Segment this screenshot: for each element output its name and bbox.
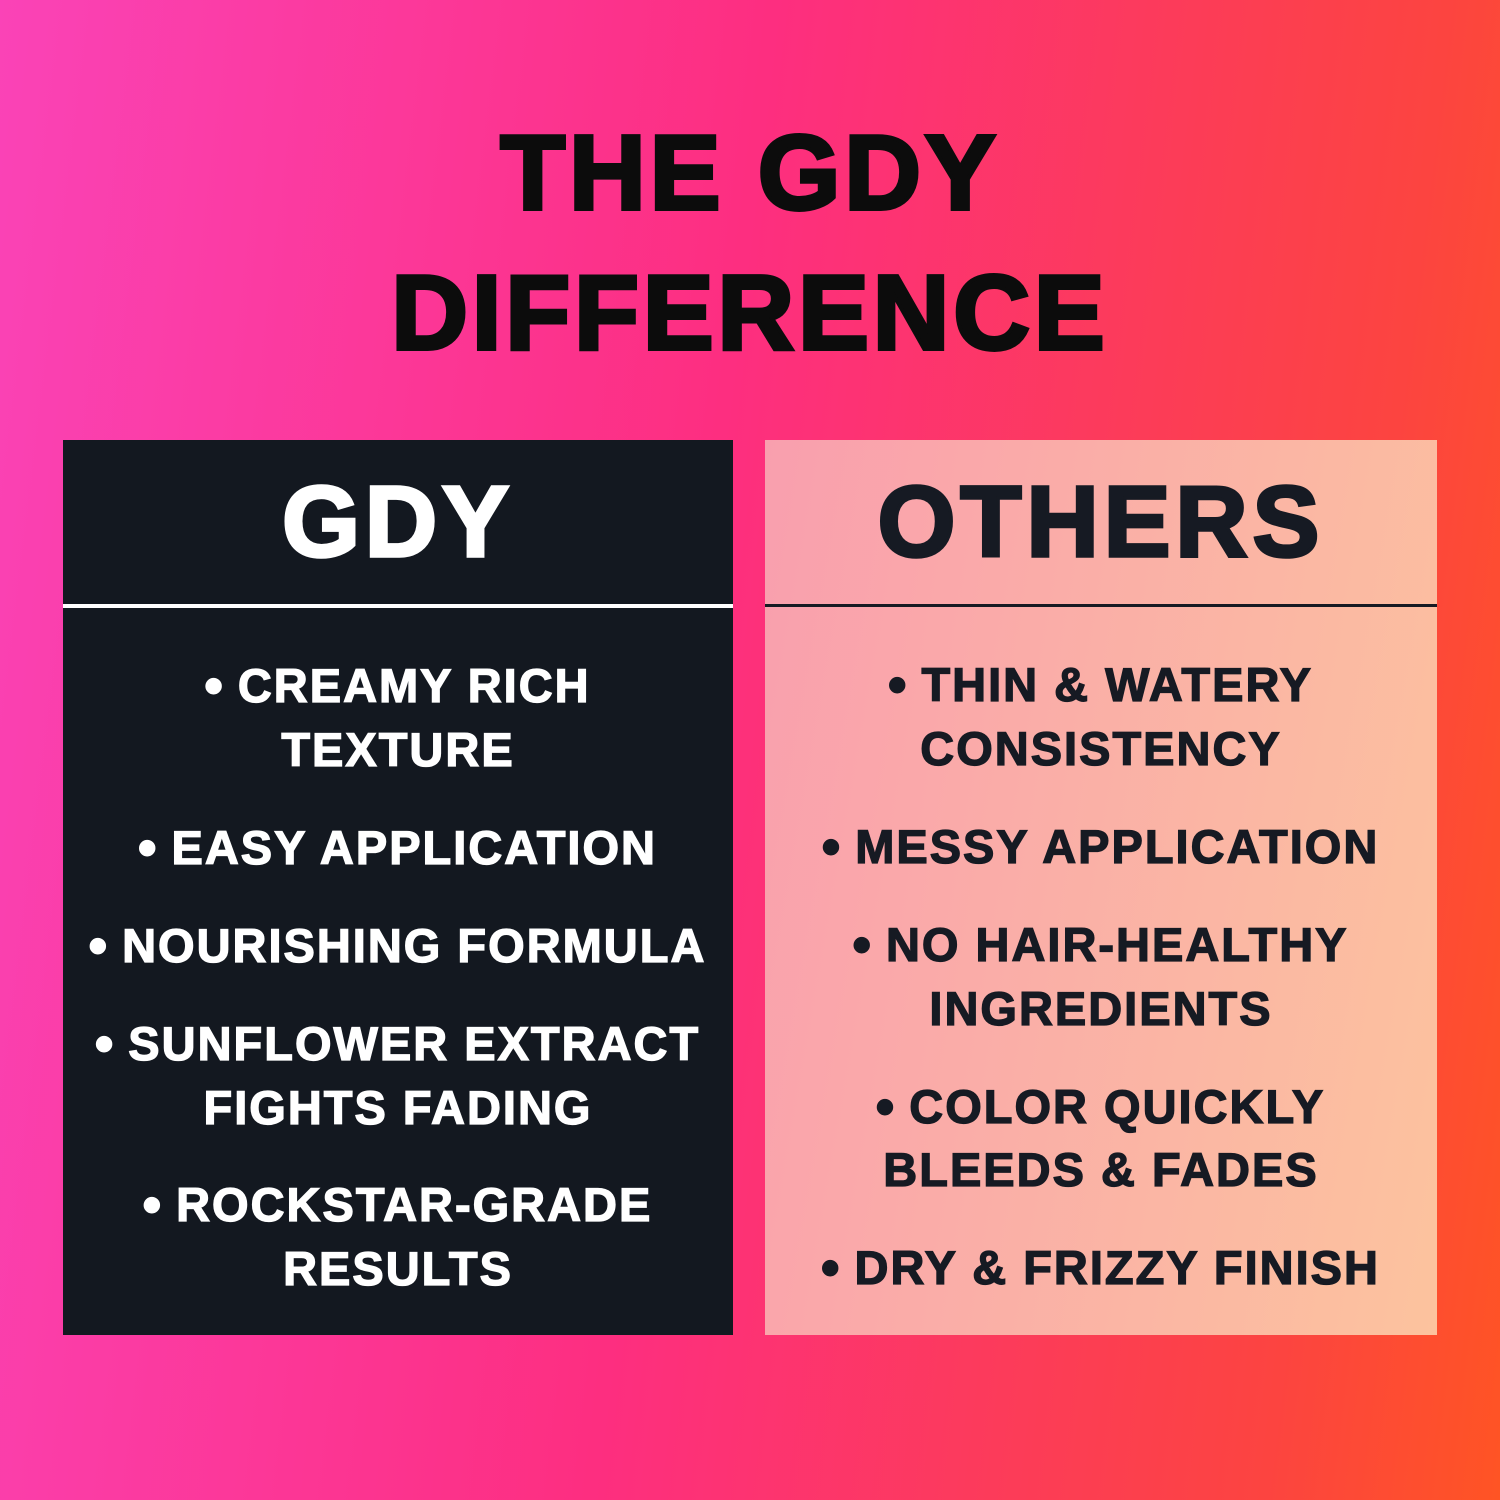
list-item-line: BLEEDS & FADES <box>779 1138 1423 1202</box>
list-item: • CREAMY RICH TEXTURE <box>77 654 719 782</box>
title-line-2: DIFFERENCE <box>389 252 1109 374</box>
list-item-line: • NO HAIR-HEALTHY <box>779 913 1423 977</box>
others-panel-divider <box>765 604 1437 607</box>
gdy-panel-header: GDY <box>280 464 514 580</box>
bullet-dot-icon: • <box>137 819 158 875</box>
list-item-text: EASY APPLICATION <box>171 820 657 874</box>
list-item-text: CONSISTENCY <box>920 721 1282 775</box>
others-panel-header: OTHERS <box>876 464 1325 580</box>
list-item-text: FIGHTS FADING <box>203 1080 593 1134</box>
list-item-line: • SUNFLOWER EXTRACT <box>77 1012 719 1076</box>
title-line-1: THE GDY <box>498 112 1000 234</box>
list-item-line: • ROCKSTAR-GRADE <box>77 1173 719 1237</box>
list-item-line: TEXTURE <box>77 718 719 782</box>
list-item-line: • EASY APPLICATION <box>77 816 719 880</box>
list-item-line: • COLOR QUICKLY <box>779 1075 1423 1139</box>
list-item-line: • CREAMY RICH <box>77 654 719 718</box>
bullet-dot-icon: • <box>821 818 842 874</box>
list-item-line: FIGHTS FADING <box>77 1076 719 1140</box>
bullet-dot-icon: • <box>875 1078 896 1134</box>
list-item-text: NO HAIR-HEALTHY <box>885 917 1349 971</box>
list-item-text: RESULTS <box>282 1242 513 1296</box>
gdy-feature-list: • CREAMY RICH TEXTURE • EASY APPLICATION • NOU… <box>63 608 733 1301</box>
list-item-text: DRY & FRIZZY FINISH <box>854 1241 1380 1295</box>
others-panel: OTHERS • THIN & WATERY CONSISTENCY • MESSY A… <box>765 440 1437 1335</box>
list-item: • NOURISHING FORMULA <box>77 914 719 978</box>
bullet-dot-icon: • <box>204 658 224 714</box>
list-item-line: CONSISTENCY <box>779 717 1423 781</box>
list-item: • SUNFLOWER EXTRACT FIGHTS FADING <box>77 1012 719 1140</box>
list-item-text: ROCKSTAR-GRADE <box>175 1178 653 1232</box>
list-item-line: RESULTS <box>77 1237 719 1301</box>
list-item-text: TEXTURE <box>281 722 515 776</box>
list-item: • THIN & WATERY CONSISTENCY <box>779 653 1423 781</box>
list-item-text: INGREDIENTS <box>929 981 1273 1035</box>
others-feature-list: • THIN & WATERY CONSISTENCY • MESSY APPLICAT… <box>765 607 1437 1300</box>
bullet-dot-icon: • <box>88 917 109 973</box>
list-item-line: • THIN & WATERY <box>779 653 1423 717</box>
list-item-text: SUNFLOWER EXTRACT <box>128 1016 701 1070</box>
list-item: • MESSY APPLICATION <box>779 815 1423 879</box>
list-item-text: BLEEDS & FADES <box>883 1143 1319 1197</box>
bullet-dot-icon: • <box>94 1015 115 1071</box>
bullet-dot-icon: • <box>887 657 908 713</box>
list-item-line: • DRY & FRIZZY FINISH <box>779 1236 1423 1300</box>
list-item: • DRY & FRIZZY FINISH <box>779 1236 1423 1300</box>
list-item: • EASY APPLICATION <box>77 816 719 880</box>
bullet-dot-icon: • <box>852 916 872 972</box>
list-item: • ROCKSTAR-GRADE RESULTS <box>77 1173 719 1301</box>
page-title: THE GDY DIFFERENCE <box>0 104 1500 384</box>
gdy-panel: GDY • CREAMY RICH TEXTURE • EASY APPLICATION… <box>63 440 733 1335</box>
list-item: • COLOR QUICKLY BLEEDS & FADES <box>779 1075 1423 1203</box>
bullet-dot-icon: • <box>142 1177 163 1233</box>
list-item-line: • MESSY APPLICATION <box>779 815 1423 879</box>
list-item-text: MESSY APPLICATION <box>855 819 1380 873</box>
list-item-line: INGREDIENTS <box>779 977 1423 1041</box>
list-item: • NO HAIR-HEALTHY INGREDIENTS <box>779 913 1423 1041</box>
bullet-dot-icon: • <box>820 1240 841 1296</box>
list-item-text: NOURISHING FORMULA <box>121 918 707 972</box>
list-item-text: THIN & WATERY <box>921 657 1313 711</box>
list-item-text: COLOR QUICKLY <box>909 1079 1326 1133</box>
gdy-panel-divider <box>63 604 733 608</box>
list-item-text: CREAMY RICH <box>237 658 591 712</box>
list-item-line: • NOURISHING FORMULA <box>77 914 719 978</box>
